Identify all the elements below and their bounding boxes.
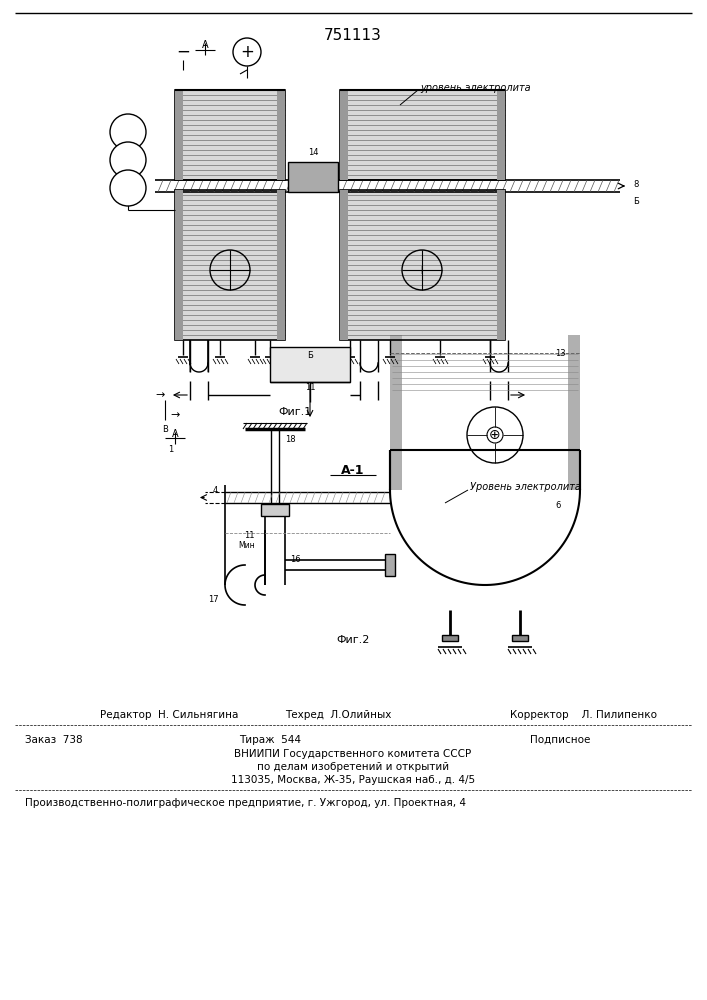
Text: Техред  Л.Олийных: Техред Л.Олийных <box>285 710 392 720</box>
Bar <box>175 90 183 180</box>
Text: 14: 14 <box>308 148 318 157</box>
Bar <box>261 504 289 516</box>
Text: 13: 13 <box>555 349 566 358</box>
Text: 16: 16 <box>290 556 300 564</box>
Bar <box>175 90 285 180</box>
Text: +: + <box>416 263 427 276</box>
Text: А-1: А-1 <box>341 464 365 477</box>
Text: 17: 17 <box>208 595 218 604</box>
Text: Корректор    Л. Пилипенко: Корректор Л. Пилипенко <box>510 710 657 720</box>
Text: 8: 8 <box>633 180 638 189</box>
Text: Фиг.1: Фиг.1 <box>279 407 312 417</box>
Text: Производственно-полиграфическое предприятие, г. Ужгород, ул. Проектная, 4: Производственно-полиграфическое предприя… <box>25 798 466 808</box>
Text: 1: 1 <box>168 446 174 454</box>
Text: 113035, Москва, Ж-35, Раушская наб., д. 4/5: 113035, Москва, Ж-35, Раушская наб., д. … <box>231 775 475 785</box>
Bar <box>277 190 285 340</box>
Text: 11: 11 <box>245 532 255 540</box>
Bar <box>175 190 183 340</box>
Text: −: − <box>176 43 190 61</box>
Bar <box>497 90 505 180</box>
Bar <box>340 190 348 340</box>
Text: ВНИИПИ Государственного комитета СССР: ВНИИПИ Государственного комитета СССР <box>235 749 472 759</box>
Text: ⊕: ⊕ <box>489 428 501 442</box>
Bar <box>277 90 285 180</box>
Text: →: → <box>156 390 165 400</box>
Circle shape <box>110 170 146 206</box>
Text: Редактор  Н. Сильнягина: Редактор Н. Сильнягина <box>100 710 238 720</box>
Bar <box>340 90 505 180</box>
Bar <box>385 554 395 576</box>
Circle shape <box>110 142 146 178</box>
Text: Подписное: Подписное <box>530 735 590 745</box>
Text: →: → <box>170 410 180 420</box>
Text: Б: Б <box>633 197 639 206</box>
Bar <box>442 635 458 641</box>
Bar <box>390 335 402 490</box>
Circle shape <box>110 114 146 150</box>
Text: Фиг.2: Фиг.2 <box>337 635 370 645</box>
Text: Тираж  544: Тираж 544 <box>239 735 301 745</box>
Bar <box>288 162 338 192</box>
Text: 4: 4 <box>212 486 218 495</box>
Bar <box>340 190 505 340</box>
Text: 6: 6 <box>555 500 561 510</box>
Bar <box>175 190 285 340</box>
Text: В: В <box>162 425 168 434</box>
Bar <box>175 190 285 340</box>
Bar <box>175 90 285 180</box>
Text: Мин: Мин <box>238 540 255 550</box>
Text: 18: 18 <box>285 436 296 444</box>
Text: −: − <box>122 124 134 139</box>
Text: +: + <box>240 43 254 61</box>
Text: Заказ  738: Заказ 738 <box>25 735 83 745</box>
Text: Уровень электролита: Уровень электролита <box>470 482 581 492</box>
Text: А: А <box>172 429 178 439</box>
Text: уровень электролита: уровень электролита <box>420 83 531 93</box>
Text: 11: 11 <box>305 382 315 391</box>
Text: А: А <box>201 40 209 50</box>
Bar <box>512 635 528 641</box>
Text: Б: Б <box>307 351 313 360</box>
Bar <box>497 190 505 340</box>
Text: по делам изобретений и открытий: по делам изобретений и открытий <box>257 762 449 772</box>
Bar <box>340 90 348 180</box>
Bar <box>340 90 505 180</box>
Text: 751113: 751113 <box>324 27 382 42</box>
Bar <box>340 190 505 340</box>
Bar <box>270 347 350 382</box>
Bar <box>568 335 580 490</box>
